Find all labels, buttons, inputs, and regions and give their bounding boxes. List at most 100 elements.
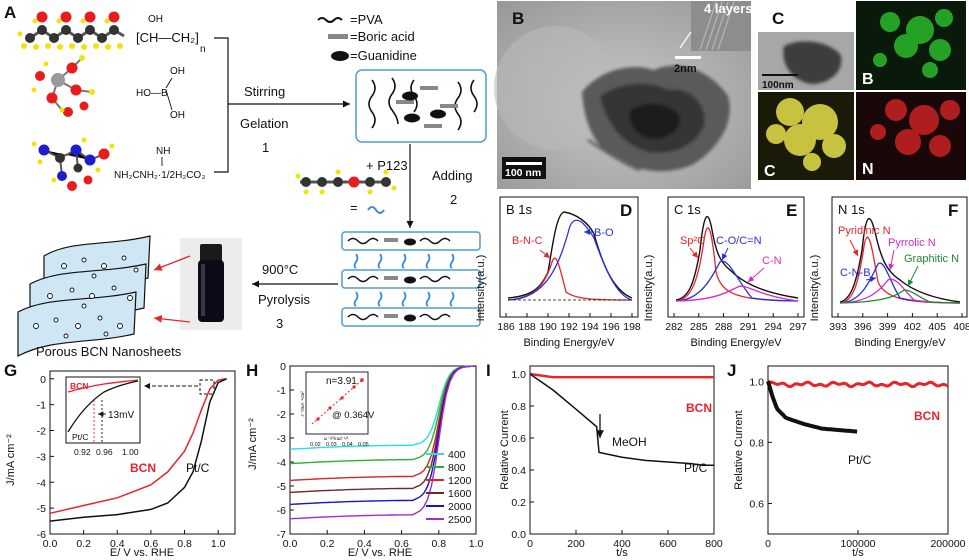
h-ytick-label: -3 (277, 433, 286, 445)
h-inset-tick-0: 0.02 (310, 442, 321, 448)
h-inset-n: n=3.91 (326, 376, 357, 387)
p123-eq: = (350, 200, 358, 215)
h-series (289, 365, 477, 520)
xps-d-xticks: 186 188 190 192 194 196 198 (497, 313, 641, 333)
i-ylabel: Relative Current (499, 410, 511, 489)
h-xtick-label: 1.0 (469, 538, 484, 550)
xps-f-xlabel: Binding Energy/eV (854, 337, 946, 349)
j-frame (767, 365, 949, 535)
tem-inset-scale: 2nm (674, 63, 697, 75)
guanidine-nh-label: NH (156, 146, 170, 157)
legend-guanidine: =Guanidine (350, 48, 417, 63)
h-xlabel: E/ V vs. RHE (348, 547, 412, 559)
panel-f-xps-n1s: Intensity(a.u.) 393 396 399 402 405 408 Bindi… (809, 196, 969, 349)
xps-d-xtick-label: 192 (560, 321, 578, 333)
step3-temp: 900°C (262, 262, 298, 277)
tem-scale: 100 nm (505, 167, 541, 179)
legend-pva: =PVA (350, 12, 383, 27)
xps-e-peak-cn (675, 285, 799, 302)
step1-label-gelation: Gelation (240, 116, 288, 131)
h-ytick-label: -7 (277, 529, 286, 541)
h-inset-tick-2: 0.04 (342, 442, 353, 448)
i-xtick-label: 600 (659, 538, 677, 550)
guanidine-molecule-icon (31, 137, 115, 191)
j-ticks: 0 100000 200000 1.0 0.8 0.6 (749, 376, 965, 550)
h-inset-potential: @ 0.364V (332, 410, 375, 421)
j-series (766, 380, 949, 434)
product-label: Porous BCN Nanosheets (36, 344, 182, 359)
i-xtick-label: 400 (613, 538, 631, 550)
panel-label-b: B (512, 9, 524, 28)
panel-label-e: E (786, 201, 797, 220)
panel-i-methanol: I Relative Current 0 200 400 600 800 1.0 0.8 0.… (486, 361, 723, 559)
guanidine-formula: NH₂CNH₂·1/2H₂CO₃ (114, 170, 205, 181)
g-ytick-label: -4 (37, 477, 46, 489)
panel-label-j: J (727, 361, 736, 380)
xps-d-title: B 1s (506, 202, 533, 217)
xps-e-xtick-label: 294 (764, 321, 782, 333)
xps-d-label-bo: B-O (594, 227, 614, 239)
i-xtick-label: 800 (705, 538, 723, 550)
h-ytick-label: 0 (280, 361, 286, 373)
j-label-bcn: BCN (914, 409, 940, 423)
legend-guanidine-icon (331, 51, 349, 61)
xps-f-xtick-label: 399 (879, 321, 897, 333)
h-xtick-label: 0.0 (283, 538, 298, 550)
xps-e-xtick-label: 291 (740, 321, 758, 333)
xps-f-xtick-label: 405 (928, 321, 946, 333)
xps-d-xtick-label: 196 (602, 321, 620, 333)
xps-f-xticks: 393 396 399 402 405 408 (829, 313, 969, 333)
g-ytick-label: -3 (37, 451, 46, 463)
j-label-ptc: Pt/C (848, 453, 872, 467)
g-inset-bcn-line (67, 379, 139, 393)
g-inset-tick-2: 1.00 (122, 447, 139, 457)
xps-f-xtick-label: 402 (904, 321, 922, 333)
g-xtick-label: 0.0 (43, 538, 58, 550)
xps-e-xlabel: Binding Energy/eV (690, 337, 782, 349)
g-ytick-label: -2 (37, 426, 46, 438)
h-ytick-label: -5 (277, 481, 286, 493)
xps-e-peak-co (675, 260, 799, 302)
h-ylabel: J/mA cm⁻² (247, 418, 259, 470)
eds-label-c: C (764, 163, 776, 180)
g-ytick-label: -1 (37, 400, 46, 412)
j-ytick-label: 1.0 (749, 376, 764, 388)
eds-scale: 100nm (762, 80, 794, 91)
g-label-bcn: BCN (130, 461, 156, 475)
panel-label-g: G (4, 361, 17, 380)
g-inset-label-bcn: BCN (70, 381, 88, 391)
i-ticks: 0 200 400 600 800 1.0 0.8 0.6 0.4 0.2 0.0 (511, 369, 723, 550)
pva-n-label: n (200, 44, 206, 55)
h-xtick-label: 0.4 (357, 538, 372, 550)
h-inset-tick-3: 0.05 (358, 442, 369, 448)
h-legend-label: 2000 (448, 501, 472, 513)
xps-d-xtick-label: 194 (581, 321, 599, 333)
boric-oh-top: OH (170, 66, 185, 77)
step1-arrow (214, 37, 350, 173)
h-frame (289, 365, 477, 535)
porous-sheets-icon (17, 235, 151, 357)
plus-p123: + P123 (366, 158, 408, 173)
i-ytick-label: 0.2 (511, 497, 526, 509)
g-ytick-label: -6 (37, 529, 46, 541)
g-line-bcn (49, 378, 227, 515)
xps-e-envelope (675, 216, 799, 301)
xps-f-ylabel: Intensity(a.u.) (809, 255, 821, 322)
p123-legend-icon (367, 206, 385, 214)
panel-b-tem: 4 layers 2nm B 100 nm (494, 1, 752, 189)
h-inset-tick-1: 0.03 (326, 442, 337, 448)
xps-e-label-co: C-O/C=N (716, 235, 762, 247)
xps-f-xtick-label: 393 (829, 321, 847, 333)
g-xtick-label: 0.6 (144, 538, 159, 550)
i-ytick-label: 0.4 (511, 465, 526, 477)
panel-c-eds: C 100nm B C N (758, 1, 966, 180)
i-ytick-label: 1.0 (511, 369, 526, 381)
xps-d-xtick-label: 188 (518, 321, 536, 333)
h-inset-xlabel: ω⁻¹/²/rad⁻¹/² (324, 436, 349, 441)
panel-label-i: I (486, 361, 491, 380)
h-xtick-label: 0.6 (394, 538, 409, 550)
xps-e-label-sp2c: Sp²C (680, 235, 705, 247)
xps-f-label-cnb: C-N-B (840, 267, 871, 279)
xps-e-peak-sp2c (675, 227, 799, 302)
g-xtick-label: 0.4 (110, 538, 125, 550)
